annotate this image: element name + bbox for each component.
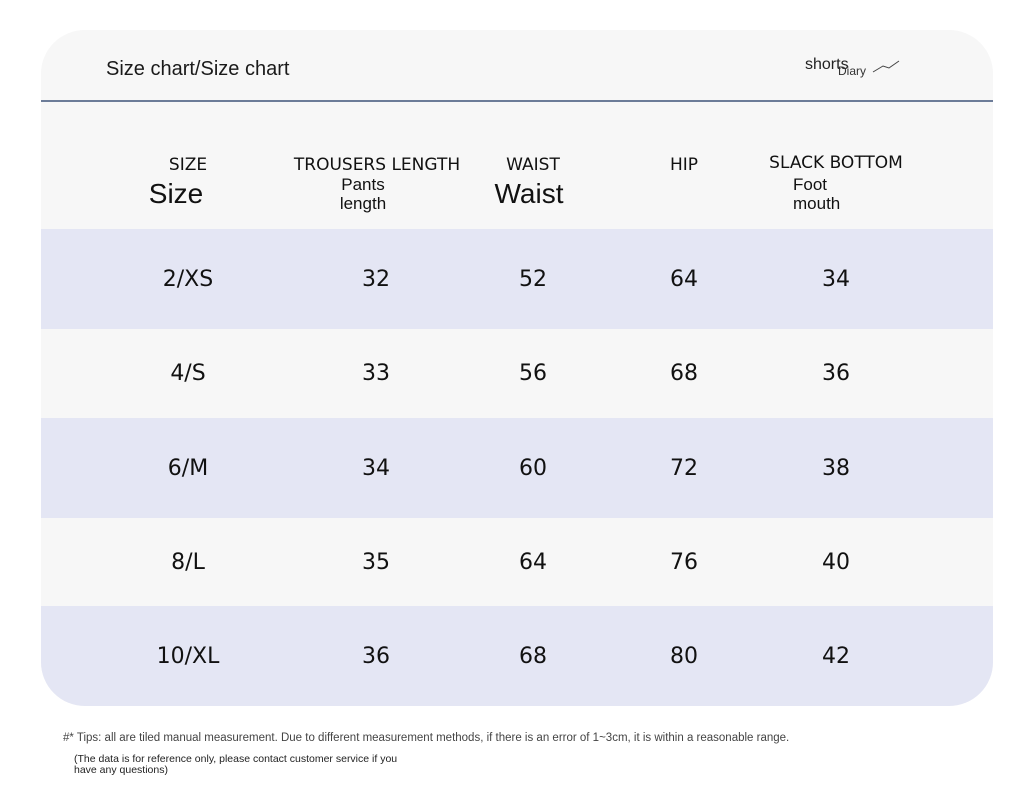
col-subheader-slack-bottom: Foot mouth (793, 175, 841, 213)
col-header-trousers-length: TROUSERS LENGTH (293, 155, 461, 175)
cell-waist: 60 (519, 455, 547, 481)
cell-hip: 76 (670, 549, 698, 575)
table-row: 6/M 34 60 72 38 (41, 418, 993, 518)
cell-trousers-length: 36 (362, 643, 390, 669)
cell-slack-bottom: 42 (822, 643, 850, 669)
table-row: 8/L 35 64 76 40 (41, 518, 993, 606)
cell-slack-bottom: 34 (822, 266, 850, 292)
brand-flourish-icon (872, 60, 900, 73)
card-header: Size chart/Size chart shorts Diary (41, 30, 993, 101)
table-row: 4/S 33 56 68 36 (41, 329, 993, 418)
footer-tips: #* Tips: all are tiled manual measuremen… (63, 732, 790, 744)
size-chart-card: Size chart/Size chart shorts Diary SIZE … (41, 30, 993, 706)
brand-sub: Diary (838, 64, 867, 78)
cell-hip: 68 (670, 361, 698, 386)
cell-size: 4/S (170, 361, 206, 386)
col-subheader-waist: Waist (494, 178, 564, 209)
table-row: 10/XL 36 68 80 42 (41, 606, 993, 706)
cell-slack-bottom: 38 (822, 455, 850, 481)
col-subheader-size: Size (148, 178, 204, 209)
cell-trousers-length: 32 (362, 266, 390, 292)
cell-slack-bottom: 36 (822, 361, 850, 386)
brand-logo: shorts Diary (805, 52, 905, 82)
cell-trousers-length: 35 (362, 549, 390, 575)
chart-title: Size chart/Size chart (106, 58, 290, 80)
cell-size: 8/L (171, 549, 205, 575)
col-header-hip: HIP (669, 155, 699, 175)
cell-waist: 52 (519, 266, 547, 292)
brand-text: shorts (805, 56, 849, 73)
col-header-slack-bottom: SLACK BOTTOM (769, 153, 903, 173)
cell-trousers-length: 34 (362, 455, 390, 481)
cell-slack-bottom: 40 (822, 549, 850, 575)
col-subheader-trousers-length: Pants length (339, 175, 387, 213)
col-header-size: SIZE (168, 155, 208, 175)
cell-size: 6/M (167, 455, 209, 481)
cell-hip: 72 (670, 455, 698, 481)
cell-hip: 80 (670, 643, 698, 669)
cell-waist: 68 (519, 643, 547, 669)
col-header-waist: WAIST (506, 155, 560, 175)
cell-waist: 64 (519, 549, 547, 575)
table-row: 2/XS 32 52 64 34 (41, 229, 993, 329)
cell-waist: 56 (519, 361, 547, 386)
cell-size: 10/XL (156, 643, 220, 669)
footer-note: (The data is for reference only, please … (74, 753, 398, 776)
header-divider (41, 100, 993, 102)
cell-size: 2/XS (162, 266, 214, 292)
cell-hip: 64 (670, 266, 698, 292)
cell-trousers-length: 33 (362, 361, 390, 386)
table-header-row: SIZE Size TROUSERS LENGTH Pants length W… (41, 102, 993, 229)
